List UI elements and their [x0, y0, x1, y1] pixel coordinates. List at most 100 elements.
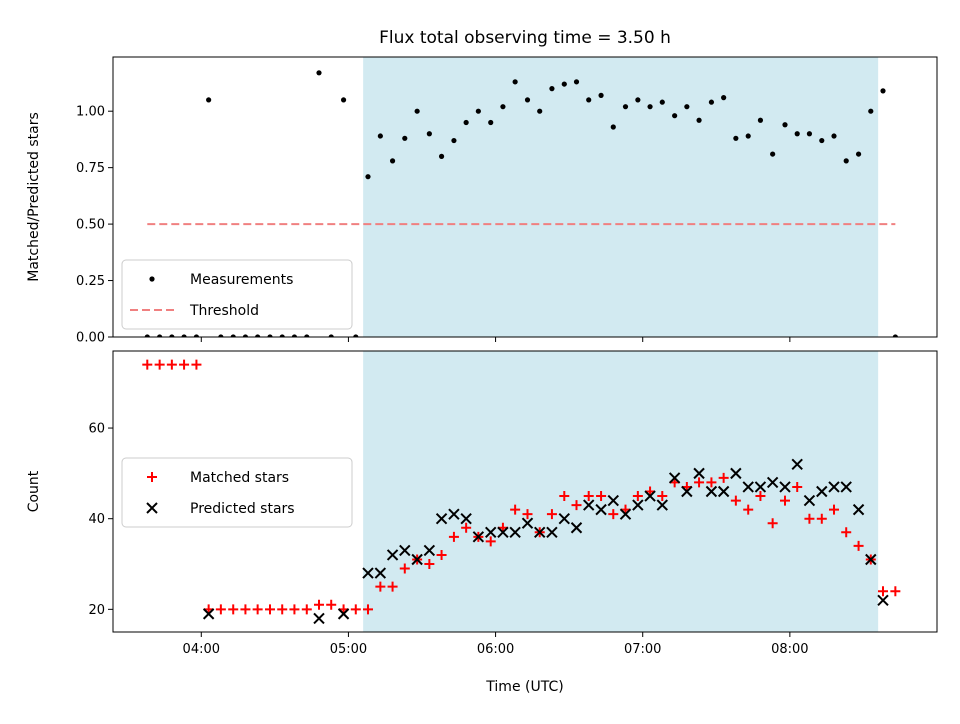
measurements-point — [230, 334, 236, 337]
measurements-point — [169, 334, 175, 337]
y-axis-title: Matched/Predicted stars — [26, 112, 42, 282]
predicted-stars-point — [644, 490, 656, 502]
measurements-point — [672, 113, 678, 119]
measurements-point — [880, 88, 886, 94]
matched-stars-point — [804, 513, 815, 524]
matched-stars-point — [632, 491, 643, 502]
matched-stars-point — [522, 509, 533, 520]
measurements-point — [843, 158, 849, 164]
measurements-point — [353, 334, 359, 337]
y-tick-label: 0.00 — [76, 331, 105, 346]
measurements-point — [365, 174, 371, 180]
predicted-stars-point — [509, 526, 521, 538]
matched-stars-point — [289, 604, 300, 615]
predicted-stars-point — [313, 612, 325, 625]
predicted-stars-point — [546, 526, 558, 538]
legend-box — [121, 457, 353, 528]
legend-label-matched-stars: Matched stars — [190, 470, 289, 486]
predicted-stars-point — [816, 485, 828, 498]
legend-label-predicted-stars: Predicted stars — [190, 501, 295, 517]
predicted-stars-point — [705, 485, 718, 498]
matched-stars-point — [399, 563, 410, 574]
predicted-stars-point — [607, 494, 619, 507]
legend-marker-predicted-stars — [146, 502, 158, 514]
matched-stars-point — [166, 359, 177, 370]
matched-stars-point — [461, 522, 472, 533]
matched-stars-point — [608, 509, 619, 520]
matched-stars-point — [890, 586, 901, 597]
measurements-point — [549, 86, 555, 92]
measurements-point — [181, 334, 187, 337]
matched-stars-point — [730, 495, 741, 506]
matched-stars-point — [240, 604, 251, 615]
matched-stars-point — [877, 586, 888, 597]
predicted-stars-point — [534, 526, 546, 538]
predicted-stars-point — [791, 458, 803, 471]
matched-stars-point — [362, 604, 373, 615]
plot-area — [144, 70, 898, 337]
measurements-point — [855, 151, 862, 157]
measurements-point — [806, 131, 813, 137]
measurements-point — [500, 104, 506, 110]
legend: Matched stars Predicted stars — [121, 457, 353, 528]
measurements-point — [684, 104, 690, 110]
measurements-point — [561, 81, 567, 87]
matched-stars-point — [546, 509, 557, 520]
measurements-point — [463, 119, 469, 126]
matched-stars-point — [424, 559, 435, 570]
predicted-stars-point — [717, 485, 730, 498]
measurements-point — [524, 97, 531, 103]
matched-stars-point — [743, 504, 754, 515]
measurements-point — [659, 99, 665, 105]
measurements-point — [745, 133, 751, 139]
measurements-point — [157, 334, 163, 337]
measurements-point — [757, 117, 764, 123]
y-tick-label: 1.00 — [76, 105, 105, 120]
measurements-point — [389, 158, 396, 164]
legend-marker-measurements — [149, 276, 155, 282]
predicted-stars-point — [668, 472, 681, 484]
x-tick-label: 07:00 — [624, 642, 661, 657]
plot-frame — [112, 350, 938, 633]
x-tick-label: 08:00 — [771, 642, 808, 657]
predicted-stars-point — [497, 526, 509, 538]
matched-stars-point — [829, 504, 839, 515]
legend-label-measurements: Measurements — [190, 272, 293, 288]
measurements-point — [304, 334, 310, 337]
matched-stars-point — [755, 491, 766, 502]
matched-stars-point — [326, 599, 337, 610]
measurements-point — [279, 334, 285, 337]
measurements-point — [794, 131, 800, 137]
matched-stars-point — [841, 527, 852, 538]
predicted-stars-point — [852, 503, 865, 516]
matched-stars-point — [571, 500, 582, 511]
predicted-stars-point — [803, 494, 816, 507]
matched-stars-point — [448, 531, 459, 542]
predicted-stars-point — [840, 481, 852, 493]
predicted-stars-point — [472, 531, 485, 543]
matched-stars-point — [301, 604, 312, 615]
measurements-point — [291, 334, 298, 337]
matched-stars-point — [792, 481, 803, 492]
matched-stars-point — [767, 518, 778, 529]
observing-window-shade — [363, 351, 879, 632]
predicted-stars-point — [485, 526, 497, 538]
measurements-point — [868, 108, 874, 114]
measurements-point — [340, 97, 347, 103]
predicted-stars-point — [558, 512, 570, 525]
x-tick-label: 06:00 — [477, 642, 514, 657]
measurements-point — [377, 133, 383, 139]
measurements-point — [426, 131, 432, 137]
predicted-stars-point — [865, 553, 877, 566]
predicted-stars-point — [619, 508, 632, 520]
matched-stars-point — [154, 359, 165, 370]
predicted-stars-point — [583, 499, 595, 511]
measurements-point — [647, 104, 653, 110]
y-tick-label: 0.75 — [76, 161, 105, 176]
predicted-stars-point — [779, 481, 791, 493]
matched-stars-point — [816, 513, 827, 524]
observing-window-shade — [363, 57, 879, 337]
predicted-stars-point — [730, 467, 742, 480]
matched-stars-point — [375, 581, 386, 592]
y-axis-title: Count — [26, 470, 42, 512]
